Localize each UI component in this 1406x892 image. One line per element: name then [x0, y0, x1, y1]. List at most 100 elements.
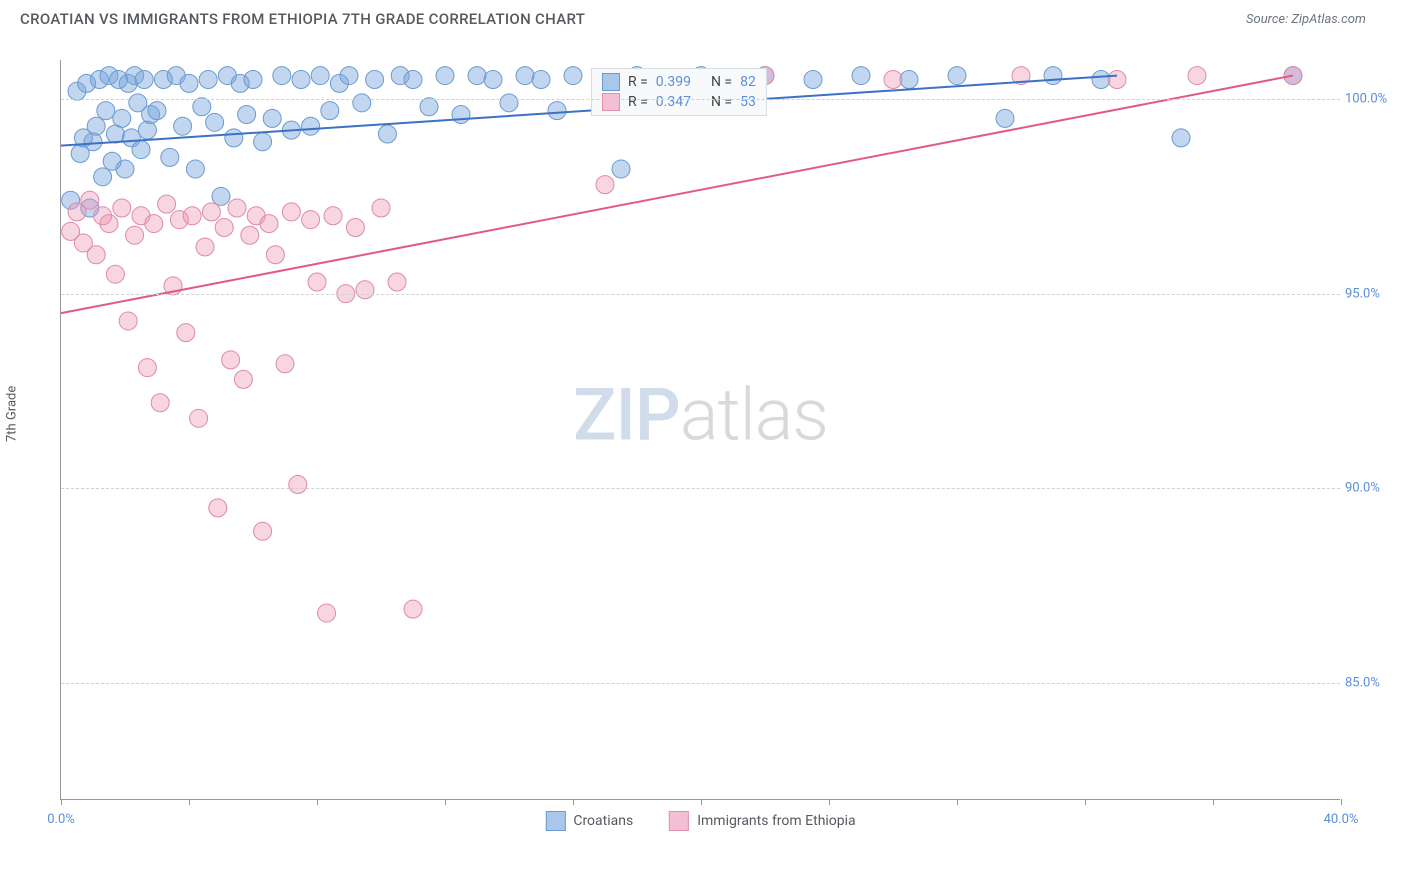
data-point	[1172, 129, 1190, 147]
x-tick-mark	[1213, 799, 1214, 805]
data-point	[516, 67, 534, 85]
data-point	[468, 67, 486, 85]
data-point	[183, 207, 201, 225]
data-point	[145, 215, 163, 233]
data-point	[106, 265, 124, 283]
data-point	[548, 102, 566, 120]
data-point	[222, 351, 240, 369]
source-attribution: Source: ZipAtlas.com	[1246, 12, 1366, 27]
gridline	[61, 488, 1340, 489]
chart-header: CROATIAN VS IMMIGRANTS FROM ETHIOPIA 7TH…	[0, 0, 1406, 34]
data-point	[148, 102, 166, 120]
x-tick-mark	[189, 799, 190, 805]
legend-item: Croatians	[545, 811, 633, 831]
data-point	[388, 273, 406, 291]
data-point	[340, 67, 358, 85]
data-point	[119, 312, 137, 330]
data-point	[266, 246, 284, 264]
legend-swatch	[602, 73, 620, 91]
data-point	[378, 125, 396, 143]
data-point	[356, 281, 374, 299]
data-point	[238, 106, 256, 124]
legend-r-value: 0.347	[656, 94, 691, 110]
data-point	[436, 67, 454, 85]
data-point	[234, 370, 252, 388]
y-tick-label: 95.0%	[1345, 286, 1405, 301]
data-point	[289, 476, 307, 494]
data-point	[87, 117, 105, 135]
x-tick-mark	[445, 799, 446, 805]
plot-area: ZIPatlas R = 0.399N = 82R = 0.347N = 53 …	[60, 60, 1340, 800]
legend-r-label: R =	[628, 94, 648, 110]
data-point	[193, 98, 211, 116]
data-point	[282, 203, 300, 221]
y-axis-label: 7th Grade	[5, 386, 20, 442]
data-point	[87, 246, 105, 264]
data-point	[158, 195, 176, 213]
data-point	[596, 176, 614, 194]
data-point	[404, 70, 422, 88]
legend-label: Immigrants from Ethiopia	[697, 813, 855, 829]
legend-r-value: 0.399	[656, 74, 691, 90]
legend-n-value: 82	[740, 74, 756, 90]
data-point	[612, 160, 630, 178]
data-point	[1188, 67, 1206, 85]
data-point	[500, 94, 518, 112]
data-point	[404, 600, 422, 618]
data-point	[532, 70, 550, 88]
series-legend: Croatians Immigrants from Ethiopia	[545, 811, 855, 831]
data-point	[199, 70, 217, 88]
legend-n-label: N =	[711, 94, 732, 110]
data-point	[132, 141, 150, 159]
data-point	[324, 207, 342, 225]
data-point	[884, 70, 902, 88]
data-point	[353, 94, 371, 112]
data-point	[135, 70, 153, 88]
legend-row: R = 0.399 N = 82	[602, 73, 756, 91]
scatter-svg	[61, 60, 1340, 799]
data-point	[244, 70, 262, 88]
data-point	[202, 203, 220, 221]
data-point	[321, 102, 339, 120]
legend-n-label: N =	[711, 74, 732, 90]
data-point	[273, 67, 291, 85]
data-point	[81, 191, 99, 209]
x-tick-label: 40.0%	[1324, 812, 1359, 827]
legend-label: Croatians	[573, 813, 633, 829]
data-point	[113, 109, 131, 127]
gridline	[61, 294, 1340, 295]
x-tick-mark	[1341, 799, 1342, 805]
data-point	[138, 121, 156, 139]
chart-title: CROATIAN VS IMMIGRANTS FROM ETHIOPIA 7TH…	[20, 10, 585, 28]
y-tick-label: 90.0%	[1345, 481, 1405, 496]
data-point	[180, 74, 198, 92]
data-point	[225, 129, 243, 147]
data-point	[318, 604, 336, 622]
data-point	[161, 148, 179, 166]
data-point	[228, 199, 246, 217]
y-tick-label: 85.0%	[1345, 676, 1405, 691]
legend-r-label: R =	[628, 74, 648, 90]
data-point	[97, 102, 115, 120]
data-point	[452, 106, 470, 124]
data-point	[852, 67, 870, 85]
data-point	[346, 218, 364, 236]
gridline	[61, 683, 1340, 684]
data-point	[302, 117, 320, 135]
data-point	[564, 67, 582, 85]
data-point	[206, 113, 224, 131]
data-point	[174, 117, 192, 135]
data-point	[308, 273, 326, 291]
data-point	[94, 168, 112, 186]
data-point	[151, 394, 169, 412]
data-point	[254, 522, 272, 540]
data-point	[212, 187, 230, 205]
data-point	[311, 67, 329, 85]
x-tick-mark	[573, 799, 574, 805]
legend-swatch	[602, 93, 620, 111]
gridline	[61, 99, 1340, 100]
data-point	[260, 215, 278, 233]
correlation-legend: R = 0.399N = 82R = 0.347N = 53	[591, 68, 767, 116]
data-point	[177, 324, 195, 342]
data-point	[215, 218, 233, 236]
